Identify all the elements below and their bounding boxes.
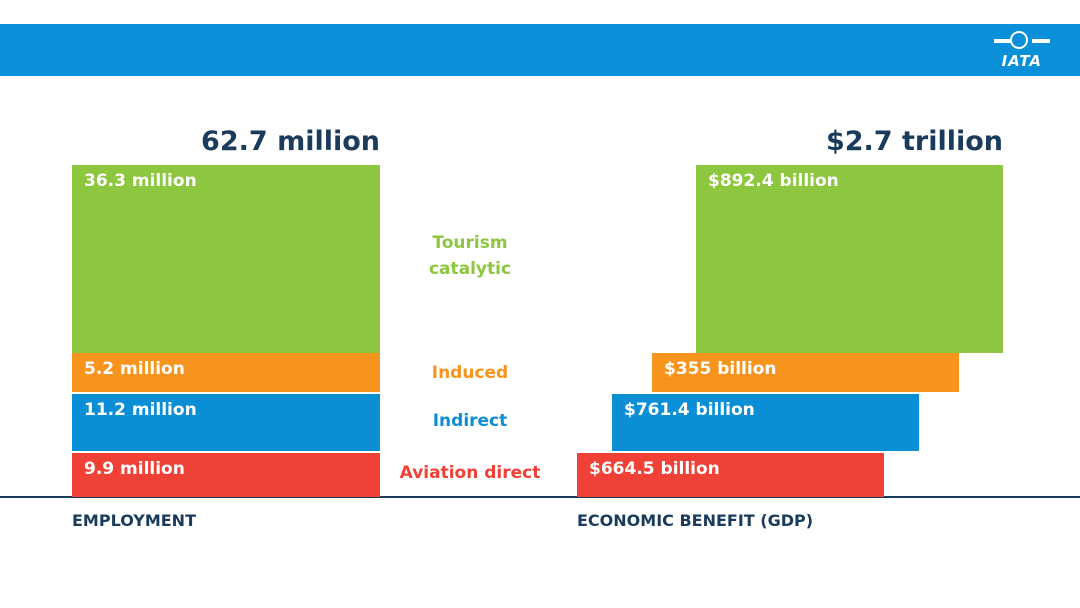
logo-wing bbox=[994, 39, 1012, 43]
employment-label: EMPLOYMENT bbox=[72, 511, 196, 530]
gdp-label: ECONOMIC BENEFIT (GDP) bbox=[577, 511, 814, 530]
logo-wing bbox=[1032, 39, 1050, 43]
employment-block: 11.2 million bbox=[72, 394, 380, 451]
gdp-block: $664.5 billion bbox=[577, 453, 884, 497]
employment-block: 9.9 million bbox=[72, 453, 380, 497]
category-label: Tourism catalytic bbox=[428, 233, 512, 279]
category-label: Indirect bbox=[432, 411, 508, 431]
employment-total: 62.7 million bbox=[201, 126, 380, 157]
category-label: Aviation direct bbox=[399, 463, 541, 483]
header-bar: IATA bbox=[0, 24, 1080, 76]
logo-text: IATA bbox=[1001, 52, 1042, 70]
gdp-block: $761.4 billion bbox=[612, 394, 919, 451]
gdp-total: $2.7 trillion bbox=[825, 126, 1003, 157]
employment-block: 36.3 million bbox=[72, 165, 380, 353]
category-label: Induced bbox=[431, 363, 509, 383]
gdp-block: $355 billion bbox=[652, 353, 959, 392]
employment-block: 5.2 million bbox=[72, 353, 380, 392]
logo-globe bbox=[1010, 31, 1028, 49]
baseline bbox=[0, 496, 1080, 498]
gdp-block: $892.4 billion bbox=[696, 165, 1003, 353]
